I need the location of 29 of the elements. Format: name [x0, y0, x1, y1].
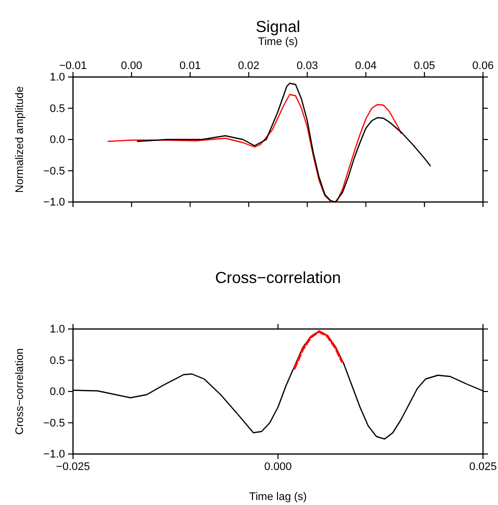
- x-axis-title: Time lag (s): [249, 491, 307, 503]
- y-tick-label: −0.5: [43, 417, 65, 430]
- y-tick-label: 1.0: [50, 72, 65, 84]
- y-axis-title: Cross−correlation: [14, 348, 26, 435]
- x-tick-label: −0.025: [56, 460, 90, 473]
- line-series: [108, 94, 402, 203]
- y-tick-label: 0.0: [50, 386, 65, 398]
- x-tick-label: 0.000: [264, 460, 292, 473]
- y-tick-label: −0.5: [43, 165, 65, 178]
- y-tick-label: 0.5: [50, 354, 65, 367]
- x-tick-label: 0.04: [355, 60, 377, 72]
- x-tick-label: 0.00: [120, 60, 142, 72]
- x-tick-label: −0.01: [59, 60, 87, 72]
- x-tick-label: 0.06: [472, 60, 494, 72]
- y-axis-title: Normalized amplitude: [14, 86, 26, 193]
- y-tick-label: −1.0: [43, 448, 65, 461]
- chart-title: Signal: [256, 19, 300, 36]
- y-tick-label: −1.0: [43, 196, 65, 209]
- y-tick-label: 0.5: [50, 102, 65, 115]
- y-tick-label: 1.0: [50, 324, 65, 336]
- x-axis-title: Time (s): [258, 36, 298, 48]
- line-series: [293, 330, 344, 370]
- chart-title: Cross−correlation: [215, 270, 341, 287]
- x-tick-label: 0.02: [238, 60, 260, 72]
- x-tick-label: 0.01: [179, 60, 201, 72]
- y-tick-label: 0.0: [50, 134, 65, 146]
- x-tick-label: 0.05: [414, 60, 436, 72]
- x-tick-label: 0.03: [296, 60, 318, 72]
- x-tick-label: 0.025: [469, 460, 497, 473]
